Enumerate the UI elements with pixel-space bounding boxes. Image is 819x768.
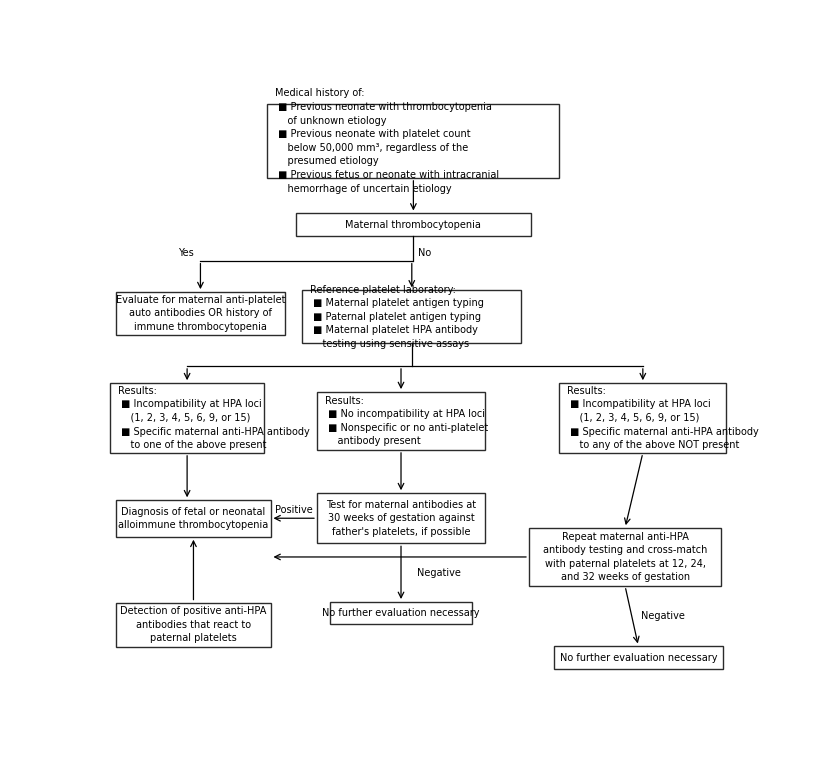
FancyBboxPatch shape: [116, 500, 270, 537]
FancyBboxPatch shape: [317, 392, 485, 450]
FancyBboxPatch shape: [110, 383, 265, 453]
FancyBboxPatch shape: [529, 528, 722, 586]
Text: Yes: Yes: [179, 248, 194, 258]
Text: Positive: Positive: [275, 505, 313, 515]
Text: Results:
 ■ No incompatibility at HPA loci
 ■ Nonspecific or no anti-platelet
  : Results: ■ No incompatibility at HPA loc…: [324, 396, 488, 446]
Text: Repeat maternal anti-HPA
antibody testing and cross-match
with paternal platelet: Repeat maternal anti-HPA antibody testin…: [543, 531, 708, 582]
FancyBboxPatch shape: [302, 290, 521, 343]
Text: Negative: Negative: [641, 611, 685, 621]
Text: No: No: [419, 248, 432, 258]
FancyBboxPatch shape: [116, 292, 284, 335]
Text: Results:
 ■ Incompatibility at HPA loci
    (1, 2, 3, 4, 5, 6, 9, or 15)
 ■ Spec: Results: ■ Incompatibility at HPA loci (…: [118, 386, 310, 450]
FancyBboxPatch shape: [554, 646, 722, 669]
Text: Reference platelet laboratory:
 ■ Maternal platelet antigen typing
 ■ Paternal p: Reference platelet laboratory: ■ Materna…: [310, 285, 484, 349]
Text: Maternal thrombocytopenia: Maternal thrombocytopenia: [346, 220, 482, 230]
Text: Medical history of:
 ■ Previous neonate with thrombocytopenia
    of unknown eti: Medical history of: ■ Previous neonate w…: [275, 88, 499, 194]
Text: Evaluate for maternal anti-platelet
auto antibodies OR history of
immune thrombo: Evaluate for maternal anti-platelet auto…: [115, 295, 285, 332]
FancyBboxPatch shape: [329, 602, 473, 624]
FancyBboxPatch shape: [267, 104, 559, 178]
FancyBboxPatch shape: [317, 493, 485, 544]
Text: Test for maternal antibodies at
30 weeks of gestation against
father's platelets: Test for maternal antibodies at 30 weeks…: [326, 500, 476, 537]
Text: No further evaluation necessary: No further evaluation necessary: [559, 653, 717, 663]
Text: Detection of positive anti-HPA
antibodies that react to
paternal platelets: Detection of positive anti-HPA antibodie…: [120, 606, 267, 644]
FancyBboxPatch shape: [296, 214, 531, 236]
Text: Negative: Negative: [417, 568, 461, 578]
Text: Diagnosis of fetal or neonatal
alloimmune thrombocytopenia: Diagnosis of fetal or neonatal alloimmun…: [118, 507, 269, 531]
Text: Results:
 ■ Incompatibility at HPA loci
    (1, 2, 3, 4, 5, 6, 9, or 15)
 ■ Spec: Results: ■ Incompatibility at HPA loci (…: [567, 386, 758, 450]
FancyBboxPatch shape: [559, 383, 726, 453]
Text: No further evaluation necessary: No further evaluation necessary: [322, 608, 480, 618]
FancyBboxPatch shape: [116, 603, 270, 647]
